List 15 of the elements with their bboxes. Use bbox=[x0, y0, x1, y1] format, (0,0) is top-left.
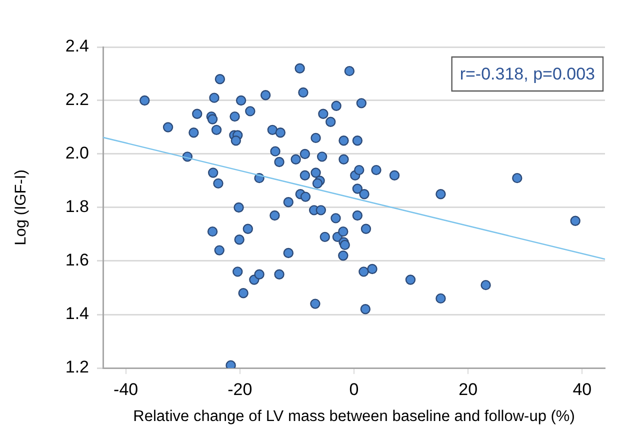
x-tick-label: -20 bbox=[228, 380, 252, 399]
x-axis-title: Relative change of LV mass between baseline and follow-up (%) bbox=[133, 408, 575, 425]
y-tick-label: 2.2 bbox=[65, 90, 89, 110]
annotation: r=-0.318, p=0.003 bbox=[460, 64, 596, 84]
y-tick-label: 1.2 bbox=[65, 358, 89, 377]
x-tick-label: 40 bbox=[572, 380, 592, 399]
y-tick-label: 1.8 bbox=[65, 197, 89, 216]
y-tick-label: 1.6 bbox=[65, 250, 89, 270]
y-tick-label: 2.0 bbox=[65, 144, 89, 163]
x-tick-label: -40 bbox=[114, 380, 138, 399]
x-tick-label: 20 bbox=[458, 380, 478, 399]
y-axis-title: Log (IGF-I) bbox=[12, 170, 30, 246]
y-tick-label: 2.4 bbox=[65, 36, 89, 56]
x-tick-label: 0 bbox=[349, 380, 359, 399]
y-tick-label: 1.4 bbox=[65, 304, 89, 324]
